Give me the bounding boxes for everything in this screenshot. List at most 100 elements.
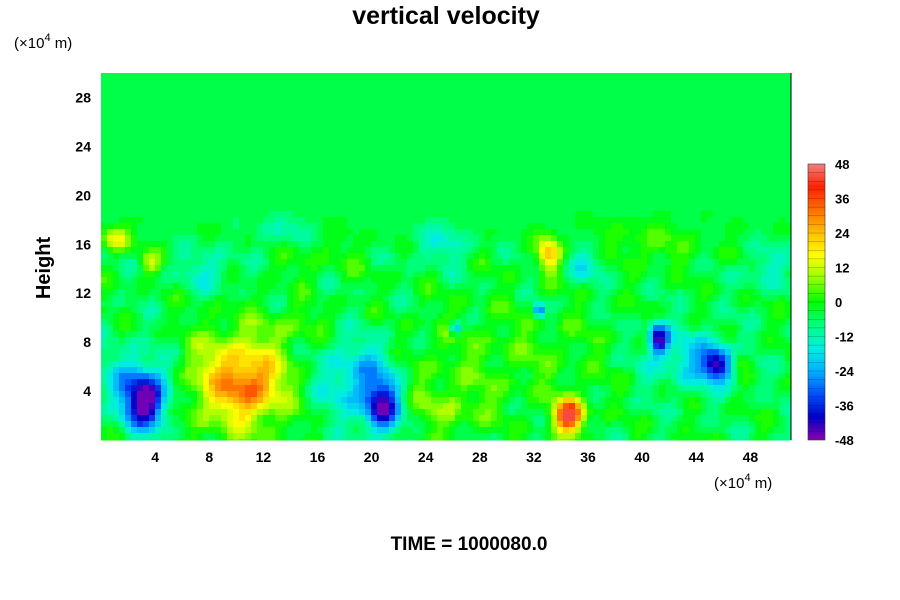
heatmap-cell (155, 295, 162, 302)
heatmap-cell (731, 205, 738, 212)
heatmap-cell (167, 289, 174, 296)
heatmap-cell (521, 151, 528, 158)
heatmap-cell (149, 331, 156, 338)
heatmap-cell (233, 265, 240, 272)
heatmap-cell (275, 205, 282, 212)
heatmap-cell (365, 145, 372, 152)
heatmap-cell (605, 85, 612, 92)
heatmap-cell (209, 229, 216, 236)
heatmap-cell (485, 91, 492, 98)
heatmap-cell (347, 271, 354, 278)
heatmap-cell (545, 283, 552, 290)
heatmap-cell (545, 319, 552, 326)
heatmap-cell (503, 289, 510, 296)
heatmap-cell (299, 241, 306, 248)
heatmap-cell (773, 277, 780, 284)
heatmap-cell (539, 205, 546, 212)
heatmap-cell (563, 313, 570, 320)
heatmap-cell (149, 235, 156, 242)
heatmap-cell (401, 73, 408, 80)
heatmap-cell (323, 109, 330, 116)
heatmap-cell (677, 175, 684, 182)
heatmap-cell (107, 295, 114, 302)
heatmap-cell (329, 91, 336, 98)
heatmap-cell (323, 301, 330, 308)
heatmap-cell (491, 97, 498, 104)
heatmap-cell (227, 151, 234, 158)
heatmap-cell (707, 247, 714, 254)
heatmap-cell (725, 211, 732, 218)
heatmap-cell (155, 277, 162, 284)
heatmap-cell (281, 79, 288, 86)
heatmap-cell (161, 199, 168, 206)
heatmap-cell (419, 187, 426, 194)
heatmap-cell (395, 181, 402, 188)
heatmap-cell (419, 283, 426, 290)
heatmap-cell (239, 307, 246, 314)
heatmap-cell (665, 121, 672, 128)
heatmap-cell (503, 325, 510, 332)
heatmap-cell (143, 241, 150, 248)
heatmap-cell (785, 217, 792, 224)
heatmap-cell (167, 85, 174, 92)
heatmap-cell (281, 115, 288, 122)
heatmap-cell (617, 109, 624, 116)
heatmap-cell (239, 259, 246, 266)
heatmap-cell (563, 85, 570, 92)
heatmap-cell (593, 103, 600, 110)
heatmap-cell (653, 319, 660, 326)
heatmap-cell (263, 109, 270, 116)
heatmap-cell (569, 187, 576, 194)
heatmap-cell (293, 73, 300, 80)
heatmap-cell (599, 127, 606, 134)
heatmap-cell (749, 145, 756, 152)
heatmap-cell (779, 217, 786, 224)
heatmap-cell (335, 79, 342, 86)
heatmap-cell (749, 283, 756, 290)
heatmap-cell (689, 133, 696, 140)
heatmap-cell (605, 187, 612, 194)
heatmap-cell (449, 259, 456, 266)
heatmap-cell (773, 259, 780, 266)
heatmap-cell (701, 265, 708, 272)
heatmap-cell (455, 133, 462, 140)
heatmap-cell (191, 139, 198, 146)
heatmap-cell (431, 271, 438, 278)
heatmap-cell (491, 217, 498, 224)
heatmap-cell (773, 241, 780, 248)
y-unit-prefix: (×10 (14, 35, 44, 52)
heatmap-cell (203, 247, 210, 254)
heatmap-cell (671, 313, 678, 320)
heatmap-cell (485, 193, 492, 200)
heatmap-cell (359, 139, 366, 146)
heatmap-cell (437, 199, 444, 206)
heatmap-cell (743, 271, 750, 278)
heatmap-cell (377, 97, 384, 104)
heatmap-cell (173, 235, 180, 242)
heatmap-cell (629, 133, 636, 140)
heatmap-cell (221, 211, 228, 218)
heatmap-cell (749, 265, 756, 272)
heatmap-cell (419, 157, 426, 164)
heatmap-cell (287, 241, 294, 248)
heatmap-cell (317, 325, 324, 332)
heatmap-cell (227, 253, 234, 260)
heatmap-cell (197, 307, 204, 314)
heatmap-cell (341, 217, 348, 224)
heatmap-cell (251, 187, 258, 194)
heatmap-cell (665, 211, 672, 218)
heatmap-cell (119, 289, 126, 296)
heatmap-cell (365, 157, 372, 164)
heatmap-cell (443, 169, 450, 176)
heatmap-cell (479, 85, 486, 92)
heatmap-cell (179, 175, 186, 182)
heatmap-cell (509, 157, 516, 164)
heatmap-cell (335, 181, 342, 188)
heatmap-cell (107, 313, 114, 320)
heatmap-cell (575, 283, 582, 290)
heatmap-cell (407, 205, 414, 212)
heatmap-cell (713, 133, 720, 140)
heatmap-cell (731, 277, 738, 284)
heatmap-cell (623, 313, 630, 320)
heatmap-cell (725, 79, 732, 86)
